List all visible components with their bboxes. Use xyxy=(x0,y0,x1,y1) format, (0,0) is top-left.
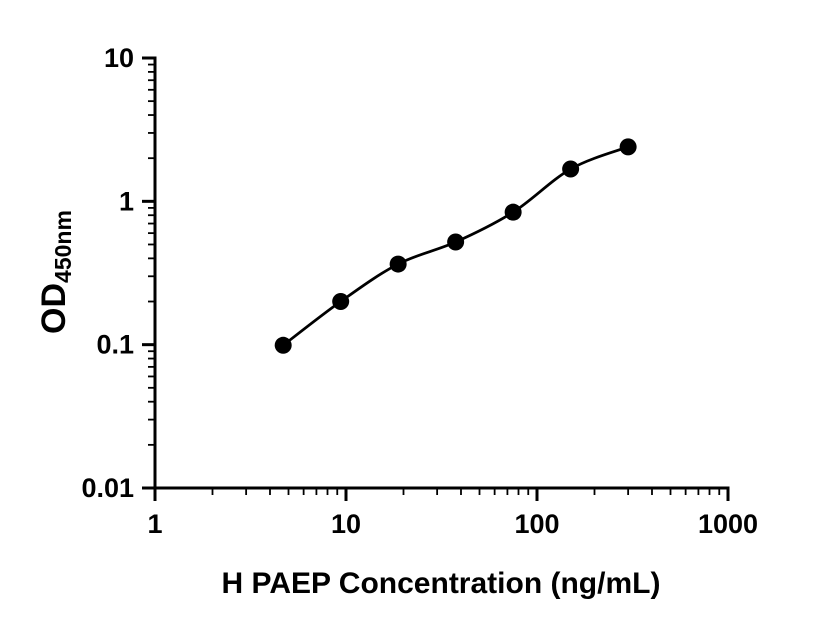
data-point xyxy=(619,138,637,156)
x-tick-label: 1000 xyxy=(698,509,758,539)
y-tick-label: 0.1 xyxy=(96,330,134,360)
data-point xyxy=(389,255,407,273)
x-tick-label: 10 xyxy=(331,509,361,539)
y-axis-title: OD450nm xyxy=(35,210,77,334)
data-point xyxy=(504,203,522,221)
data-point xyxy=(332,293,350,311)
x-tick-label: 100 xyxy=(514,509,559,539)
y-tick-label: 1 xyxy=(119,186,134,216)
x-axis-title: H PAEP Concentration (ng/mL) xyxy=(221,567,661,600)
data-point xyxy=(562,160,580,178)
data-point xyxy=(447,233,465,251)
y-tick-label: 0.01 xyxy=(81,473,134,503)
x-tick-label: 1 xyxy=(147,509,162,539)
data-point xyxy=(274,336,292,354)
y-axis-title-main: OD xyxy=(35,282,73,334)
y-axis-title-subscript: 450nm xyxy=(50,210,76,283)
y-tick-label: 10 xyxy=(104,43,134,73)
